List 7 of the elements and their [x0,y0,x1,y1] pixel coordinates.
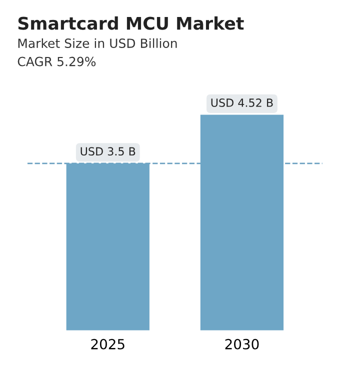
data-label: USD 3.5 B [80,147,136,156]
chart-title: Smartcard MCU Market [18,16,244,30]
data-label: USD 4.52 B [211,98,273,107]
x-tick-label: 2025 [91,338,124,350]
chart-subtitle: Market Size in USD Billion [18,38,177,48]
x-tick-label: 2030 [225,338,259,350]
text: CAGR 5.29% [18,56,96,66]
